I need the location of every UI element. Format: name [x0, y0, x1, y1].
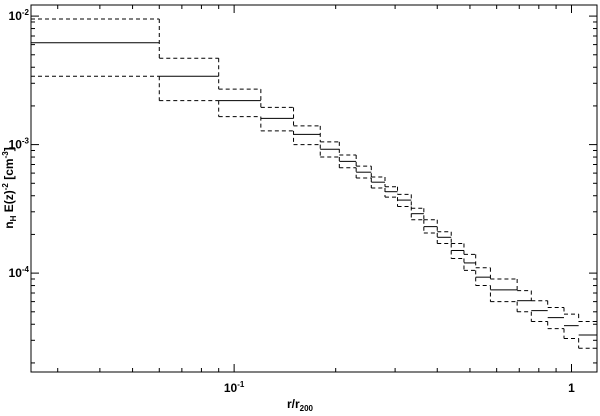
tick-exponent: -2	[22, 8, 30, 17]
tick-exponent: -3	[22, 137, 30, 146]
tick-base: 10	[9, 138, 23, 152]
tick-exponent: -1	[237, 380, 245, 389]
tick-exponent: -4	[22, 265, 30, 274]
tick-label: 10-3	[9, 137, 30, 152]
tick-base: 10	[224, 381, 238, 395]
tick-label: 10-4	[9, 265, 30, 280]
tick-label: 10-2	[9, 8, 30, 23]
plot-frame	[30, 4, 598, 373]
y-axis-label: nH E(z)-2 [cm-3]	[1, 147, 18, 228]
tick-label: 10-1	[224, 380, 245, 395]
x-axis-label: r/r200	[287, 397, 314, 413]
tick-base: 10	[9, 9, 23, 23]
tick-label: 1	[568, 381, 575, 395]
tick-base: 10	[9, 266, 23, 280]
